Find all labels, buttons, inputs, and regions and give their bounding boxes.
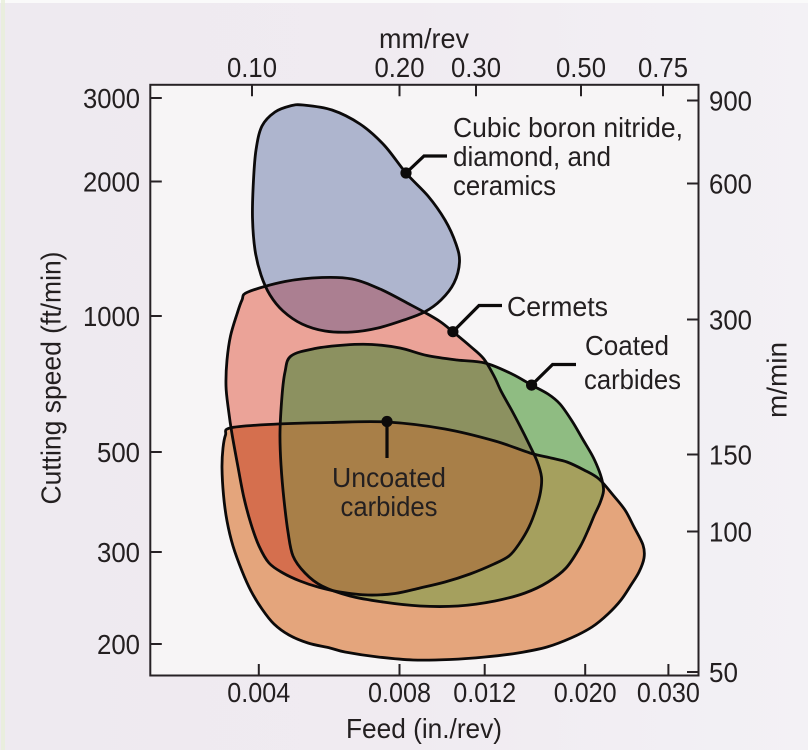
svg-text:0.004: 0.004 (227, 677, 290, 708)
svg-text:Cubic boron nitride,: Cubic boron nitride, (453, 112, 683, 143)
svg-text:50: 50 (709, 657, 738, 688)
svg-text:Feed (in./rev): Feed (in./rev) (346, 713, 502, 744)
svg-text:0.30: 0.30 (451, 52, 501, 83)
svg-text:Coated: Coated (585, 330, 669, 361)
svg-text:0.030: 0.030 (637, 677, 700, 708)
svg-text:0.20: 0.20 (375, 52, 425, 83)
svg-text:m/min: m/min (762, 342, 793, 418)
svg-text:ceramics: ceramics (453, 170, 556, 201)
svg-text:mm/rev: mm/rev (379, 23, 469, 54)
svg-text:100: 100 (709, 517, 752, 548)
svg-text:200: 200 (97, 629, 140, 660)
svg-text:300: 300 (709, 305, 752, 336)
svg-text:600: 600 (709, 169, 752, 200)
svg-text:0.50: 0.50 (556, 52, 606, 83)
svg-text:0.008: 0.008 (368, 677, 431, 708)
svg-text:0.10: 0.10 (227, 52, 277, 83)
svg-text:Cutting speed (ft/min): Cutting speed (ft/min) (36, 252, 67, 505)
svg-text:500: 500 (97, 437, 140, 468)
svg-text:Uncoated: Uncoated (332, 462, 446, 493)
svg-text:carbides: carbides (584, 364, 681, 395)
svg-text:3000: 3000 (83, 83, 140, 114)
svg-text:1000: 1000 (83, 301, 140, 332)
svg-text:diamond, and: diamond, and (453, 141, 611, 172)
svg-text:150: 150 (709, 440, 752, 471)
svg-text:300: 300 (97, 537, 140, 568)
svg-text:0.012: 0.012 (453, 677, 516, 708)
svg-text:carbides: carbides (341, 491, 438, 522)
svg-text:Cermets: Cermets (507, 291, 608, 322)
svg-text:0.020: 0.020 (554, 677, 617, 708)
svg-text:2000: 2000 (83, 167, 140, 198)
svg-text:0.75: 0.75 (638, 52, 688, 83)
svg-text:900: 900 (709, 86, 752, 117)
